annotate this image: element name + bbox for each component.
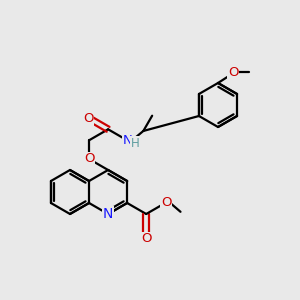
Text: O: O: [83, 112, 93, 125]
Text: O: O: [84, 152, 94, 166]
Text: O: O: [161, 196, 172, 209]
Text: O: O: [141, 232, 152, 245]
Text: O: O: [228, 65, 239, 79]
Text: H: H: [131, 137, 140, 150]
Text: N: N: [122, 134, 132, 147]
Text: N: N: [103, 207, 113, 221]
